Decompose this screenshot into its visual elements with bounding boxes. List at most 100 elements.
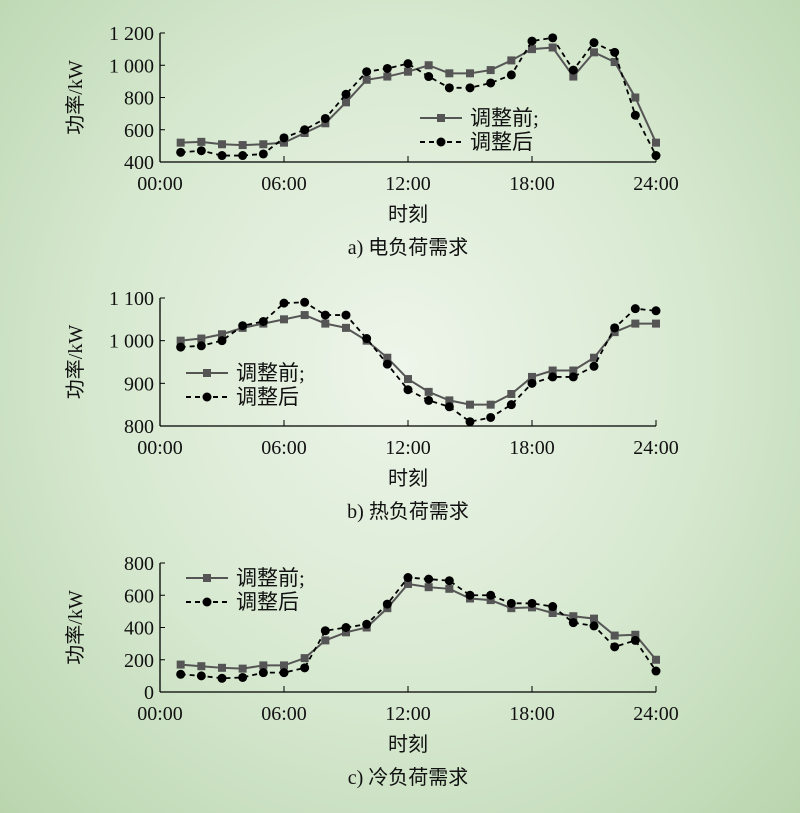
data-point-after (382, 63, 392, 73)
data-point-after (300, 663, 310, 673)
data-point-before (569, 366, 578, 375)
data-point-before (466, 69, 474, 78)
data-point-before (176, 138, 185, 147)
data-point-after (320, 113, 330, 123)
x-tick-label: 00:00 (137, 173, 183, 195)
data-point-before (342, 323, 350, 332)
legend-label: 调整前; (470, 106, 539, 130)
data-point-before (486, 596, 495, 605)
x-tick-label: 24:00 (633, 173, 679, 195)
data-point-after (527, 598, 537, 608)
legend-marker (203, 369, 211, 377)
data-point-after (300, 125, 310, 135)
data-point-before (300, 654, 309, 663)
x-tick-label: 06:00 (261, 703, 307, 725)
y-tick-label: 900 (124, 373, 154, 395)
x-tick-label: 18:00 (509, 437, 555, 459)
data-point-after (548, 33, 558, 43)
data-point-after (589, 361, 599, 371)
legend-label: 调整前; (236, 361, 305, 385)
x-tick-label: 00:00 (137, 703, 183, 725)
y-tick-label: 1 100 (109, 288, 154, 310)
subplot-c: 0 200 400 600 800 00:00 06:00 12:00 18:00 24:00 时刻… (64, 553, 679, 789)
series-line-before (180, 46, 657, 147)
x-tick-label: 24:00 (633, 437, 679, 459)
data-point-after (444, 402, 454, 412)
x-tick-label: 12:00 (385, 703, 431, 725)
legend-label: 调整后 (236, 385, 299, 409)
data-point-before (280, 138, 288, 147)
data-point-before (280, 315, 288, 324)
y-tick-label: 600 (124, 585, 154, 607)
data-point-before (548, 366, 557, 375)
data-point-before (610, 631, 619, 640)
data-point-after (610, 642, 620, 652)
data-point-after (279, 668, 289, 678)
data-point-after (341, 623, 351, 632)
data-point-before (218, 140, 226, 149)
data-point-after (362, 334, 372, 344)
y-tick-label: 1 000 (109, 331, 154, 353)
data-point-after (506, 598, 516, 608)
x-tick-label: 06:00 (261, 173, 307, 195)
data-point-after (548, 372, 558, 382)
data-point-after (424, 395, 434, 405)
data-point-after (465, 417, 475, 427)
data-point-before (259, 661, 268, 670)
data-point-before (445, 69, 454, 78)
data-point-after (527, 36, 537, 46)
data-point-after (403, 59, 413, 69)
y-tick-label: 800 (124, 88, 154, 110)
y-tick-label: 400 (124, 152, 154, 174)
data-point-after (217, 151, 227, 161)
data-point-after (444, 83, 454, 93)
y-axis-label: 功率/kW (64, 325, 87, 400)
data-point-after (279, 133, 289, 143)
data-point-before (507, 604, 516, 613)
data-point-after (238, 672, 248, 682)
x-tick-label: 12:00 (385, 173, 431, 195)
data-point-after (217, 336, 227, 346)
data-point-before (631, 630, 640, 639)
x-tick-label: 18:00 (509, 703, 555, 725)
data-point-before (445, 584, 454, 593)
data-point-after (341, 89, 351, 99)
y-tick-label: 200 (124, 650, 154, 672)
x-axis-label: 时刻 (388, 203, 428, 226)
data-point-before (362, 75, 371, 84)
data-point-after (196, 341, 206, 351)
data-point-after (238, 151, 248, 161)
data-point-after (548, 602, 558, 612)
data-point-after (527, 378, 537, 388)
data-point-after (403, 385, 413, 395)
data-point-after (176, 147, 186, 157)
subplot-caption: a) 电负荷需求 (348, 236, 469, 259)
data-point-before (652, 138, 660, 147)
data-point-before (548, 43, 557, 52)
data-point-before (486, 400, 495, 409)
data-point-before (259, 140, 268, 149)
data-point-before (238, 664, 247, 673)
x-tick-label: 06:00 (261, 437, 307, 459)
data-point-before (631, 319, 640, 328)
data-point-before (528, 372, 536, 381)
subplot-caption: c) 冷负荷需求 (348, 766, 469, 789)
data-point-after (465, 83, 475, 93)
data-point-before (528, 45, 536, 54)
legend-marker (437, 114, 445, 122)
data-point-before (652, 655, 660, 664)
data-point-after (196, 671, 206, 681)
data-point-before (404, 67, 412, 76)
data-point-before (176, 336, 185, 345)
legend-marker (202, 392, 212, 402)
y-axis-label: 功率/kW (64, 60, 87, 135)
data-point-before (569, 612, 578, 621)
data-point-after (258, 316, 268, 326)
data-point-after (506, 400, 516, 410)
data-point-before (176, 660, 185, 669)
data-point-after (444, 576, 454, 586)
series-line-after (180, 36, 657, 157)
subplot-a: 400 600 800 1 000 1 200 00:00 06:00 12:00 18:00 2… (64, 23, 679, 259)
